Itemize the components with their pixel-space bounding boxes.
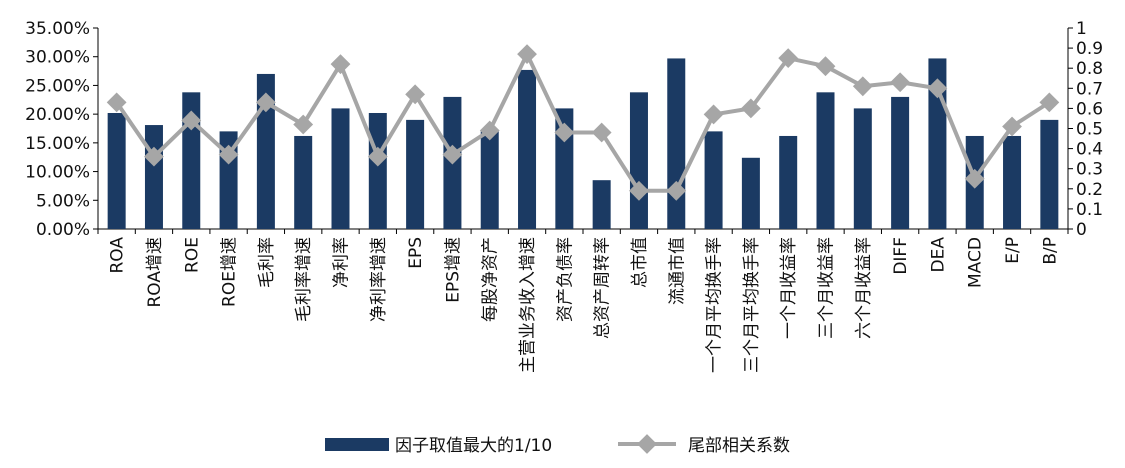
bar — [853, 108, 872, 229]
category-label: ROE — [182, 237, 202, 273]
category-label: 资产负债率 — [555, 237, 575, 322]
bar — [368, 112, 387, 229]
right-tick-label: 0 — [1076, 220, 1087, 240]
line-point — [330, 54, 351, 75]
line-point — [181, 110, 202, 131]
bar — [816, 92, 835, 229]
bar — [518, 69, 537, 230]
line-point — [852, 76, 873, 97]
left-tick-label: 5.00% — [36, 191, 90, 211]
category-label: ROA增速 — [145, 237, 165, 308]
left-tick-label: 25.00% — [25, 76, 90, 96]
right-tick-label: 0.7 — [1076, 79, 1103, 99]
legend-bar-label: 因子取值最大的1/10 — [395, 436, 552, 456]
line-point — [890, 72, 911, 93]
category-label: EPS — [406, 237, 426, 269]
line-point — [442, 144, 463, 165]
right-tick-label: 0.5 — [1076, 120, 1103, 140]
bar — [629, 92, 648, 229]
right-tick-label: 0.2 — [1076, 180, 1103, 200]
category-label: 一个月收益率 — [779, 237, 799, 339]
axes: 0.00% 5.00% 10.00% 15.00% 20.00% 25.00% 30.00%… — [25, 19, 1103, 240]
category-label: B/P — [1040, 237, 1060, 265]
line-point — [144, 146, 164, 167]
bar — [592, 180, 611, 229]
line-point — [293, 114, 314, 135]
category-label: ROA — [108, 237, 128, 274]
category-label: 净利率 — [332, 237, 352, 288]
line-point — [479, 120, 500, 141]
right-tick-label: 0.8 — [1076, 59, 1103, 79]
category-label: DEA — [928, 237, 948, 273]
category-label: 总市值 — [630, 237, 650, 288]
left-tick-label: 20.00% — [25, 105, 90, 125]
line-point — [106, 92, 127, 113]
line-point — [255, 92, 276, 113]
legend-line-marker — [637, 434, 657, 454]
category-labels: ROA ROA增速 ROE ROE增速 毛利率 毛利率增速 净利率 净利率增速 EPS EPS增速… — [108, 237, 1061, 373]
line-point — [405, 84, 426, 105]
left-tick-label: 30.00% — [25, 48, 90, 68]
category-label: MACD — [966, 237, 986, 288]
line-point — [703, 104, 724, 125]
right-tick-label: 1 — [1076, 19, 1087, 39]
category-label: DIFF — [891, 237, 911, 275]
bar — [294, 135, 313, 229]
category-label: 六个月收益率 — [854, 237, 874, 339]
legend-line-label: 尾部相关系数 — [688, 436, 790, 456]
category-label: EPS增速 — [443, 237, 463, 303]
category-label: 毛利率 — [257, 237, 277, 288]
category-label: ROE增速 — [220, 237, 240, 307]
bar — [555, 108, 574, 229]
bar — [406, 119, 425, 229]
bar — [1040, 119, 1059, 229]
bar — [779, 135, 798, 229]
right-tick-label: 0.1 — [1076, 200, 1103, 220]
line-point — [517, 44, 537, 65]
category-label: 净利率增速 — [369, 237, 389, 322]
line-series — [106, 44, 1060, 201]
right-tick-label: 0.9 — [1076, 39, 1103, 59]
legend-bar-swatch — [325, 438, 389, 451]
category-label: E/P — [1003, 237, 1023, 264]
category-label: 主营业务收入增速 — [518, 237, 538, 373]
bar — [704, 131, 723, 229]
bar — [331, 108, 350, 229]
line-path — [115, 52, 1051, 193]
bar — [256, 73, 275, 229]
right-tick-label: 0.3 — [1076, 160, 1103, 180]
line-point — [218, 144, 239, 165]
line-point — [367, 146, 388, 167]
line-point — [1039, 92, 1060, 113]
right-tick-label: 0.6 — [1076, 99, 1103, 119]
category-label: 毛利率增速 — [294, 237, 314, 322]
category-label: 总资产周转率 — [593, 237, 613, 339]
left-tick-label: 15.00% — [25, 134, 90, 154]
left-tick-label: 35.00% — [25, 19, 90, 39]
legend: 因子取值最大的1/10 尾部相关系数 — [325, 434, 790, 456]
bar — [891, 96, 910, 230]
category-label: 流通市值 — [667, 237, 687, 305]
bar — [667, 58, 686, 230]
line-point — [815, 56, 836, 77]
left-tick-label: 10.00% — [25, 163, 90, 183]
bar — [1003, 135, 1022, 229]
category-label: 三个月平均换手率 — [742, 237, 762, 373]
line-point — [591, 122, 612, 143]
left-tick-label: 0.00% — [36, 220, 90, 240]
bar — [741, 157, 760, 229]
category-label: 每股净资产 — [481, 237, 501, 322]
bar — [480, 131, 499, 229]
right-tick-label: 0.4 — [1076, 140, 1103, 160]
category-label: 一个月平均换手率 — [705, 237, 725, 373]
bar — [144, 125, 163, 229]
bar — [107, 112, 126, 229]
category-label: 三个月收益率 — [817, 237, 837, 339]
